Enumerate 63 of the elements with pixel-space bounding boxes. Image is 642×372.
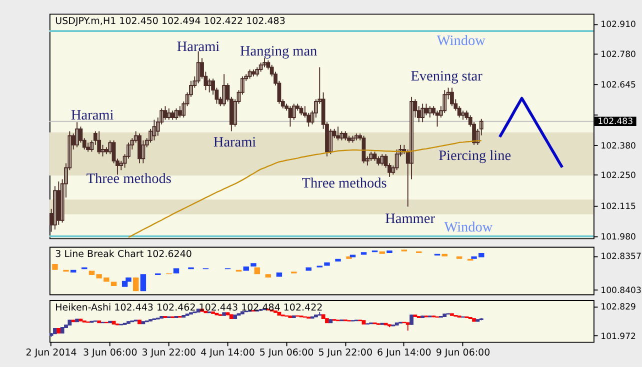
annotation: Harami <box>176 38 220 55</box>
y-tick-label: 102.910 <box>600 20 636 30</box>
bar <box>52 264 58 270</box>
x-tick-label: 9 Jun 06:00 <box>436 348 490 359</box>
candlestick <box>97 320 102 324</box>
bar <box>173 268 180 274</box>
candlestick <box>182 314 186 318</box>
y-tick-label: 102.8357 <box>600 252 642 262</box>
chart-title: USDJPY.m,H1 102.450 102.494 102.422 102.483 <box>55 16 286 28</box>
annotation: Window <box>444 220 494 236</box>
bar <box>379 251 385 254</box>
bar <box>110 282 117 286</box>
bar <box>132 278 139 292</box>
chart-title: 3 Line Break Chart 102.6240 <box>55 249 192 260</box>
y-tick-label: 101.972 <box>600 332 636 342</box>
x-tick-label: 5 Jun 06:00 <box>259 348 314 359</box>
candlestick <box>189 312 193 315</box>
annotation: Hanging man <box>240 44 318 60</box>
annotation: Hammer <box>385 210 436 227</box>
x-tick-label: 4 Jun 14:00 <box>200 348 255 359</box>
bar <box>350 254 356 258</box>
y-tick-label: 102.115 <box>600 202 636 212</box>
candlestick <box>211 311 215 314</box>
candlestick <box>148 318 152 322</box>
bar <box>243 266 249 271</box>
y-tick-label: 102.780 <box>600 50 636 60</box>
annotation: Three methods <box>86 171 172 188</box>
y-tick-label: 101.980 <box>600 232 636 243</box>
bar <box>324 262 330 266</box>
bar <box>306 267 312 271</box>
bar <box>140 274 146 292</box>
ref-line-label: 102.483 <box>598 117 634 128</box>
annotation: Three methods <box>302 176 388 192</box>
y-tick-label: 102.829 <box>600 302 636 313</box>
annotation: Window <box>436 33 486 50</box>
y-tick-label: 100.8403 <box>600 286 642 296</box>
bar <box>360 252 367 255</box>
bar <box>265 274 272 278</box>
candlestick <box>222 312 226 316</box>
bar <box>386 250 392 254</box>
y-tick-label: 102.380 <box>600 141 636 152</box>
x-tick-label: 3 Jun 06:00 <box>82 348 138 359</box>
bar <box>70 270 76 272</box>
annotation: Evening star <box>410 68 483 84</box>
annotation: Harami <box>213 134 256 150</box>
bar <box>456 256 462 259</box>
annotation: Piercing line <box>438 148 512 164</box>
bar <box>250 263 256 267</box>
y-tick-label: 102.645 <box>600 80 636 91</box>
x-tick-label: 5 Jun 22:00 <box>318 348 373 359</box>
x-tick-label: 6 Jun 14:00 <box>377 348 432 359</box>
bar <box>442 254 448 256</box>
x-tick-label: 2 Jun 2014 <box>26 348 77 359</box>
bar <box>335 258 341 262</box>
bar <box>254 267 260 274</box>
bar <box>122 280 128 287</box>
bar <box>276 272 282 277</box>
annotation: Harami <box>70 107 114 124</box>
y-tick-label: 102.250 <box>600 170 636 181</box>
candlestick <box>472 318 476 322</box>
bar <box>346 256 352 259</box>
candlestick <box>420 315 425 318</box>
x-tick-label: 3 Jun 22:00 <box>142 348 196 359</box>
